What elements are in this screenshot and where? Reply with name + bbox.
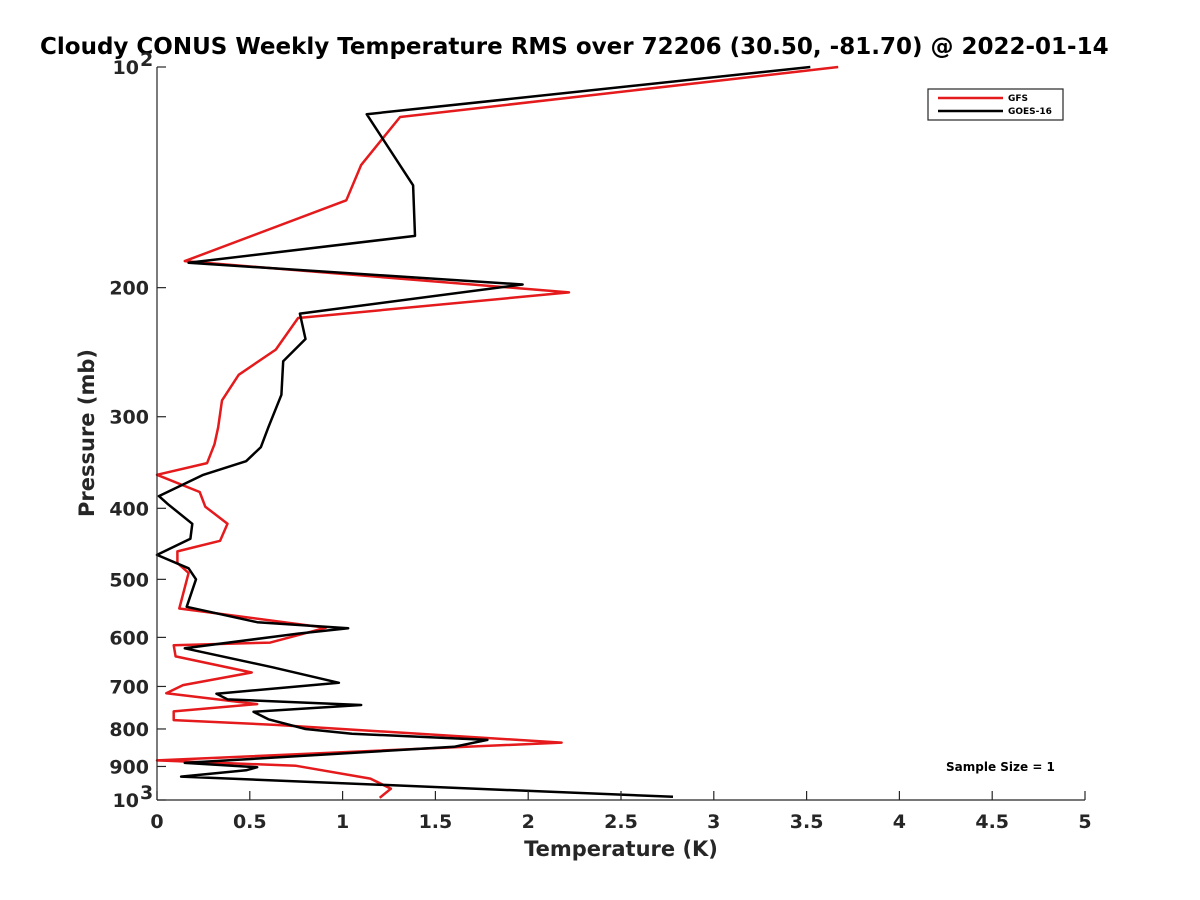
x-tick-label: 3.5	[790, 811, 824, 833]
legend-label-goes16: GOES-16	[1008, 107, 1052, 117]
y-tick-label: 300	[109, 407, 149, 429]
x-tick-label: 4	[893, 811, 906, 833]
x-tick-label: 2.5	[604, 811, 638, 833]
x-tick-label: 3	[707, 811, 720, 833]
y-tick-label: 600	[109, 627, 149, 649]
x-axis-label: Temperature (K)	[524, 837, 718, 861]
legend-label-gfs: GFS	[1008, 94, 1028, 104]
x-tick-label: 1.5	[419, 811, 453, 833]
x-tick-label: 0	[150, 811, 163, 833]
y-tick-label: 10	[113, 57, 139, 79]
y-tick-label: 200	[109, 278, 149, 300]
y-tick-exponent: 2	[140, 49, 153, 71]
sample-size-annotation: Sample Size = 1	[946, 760, 1055, 774]
y-tick-label: 900	[109, 756, 149, 778]
x-ticks: 0 0.5 1 1.5 2 2.5 3 3.5 4 4.5 5	[150, 791, 1092, 833]
y-tick-label: 400	[109, 498, 149, 520]
series-line-goes16	[155, 65, 811, 799]
x-tick-label: 0.5	[233, 811, 267, 833]
series-layer	[155, 65, 839, 799]
x-tick-label: 5	[1078, 811, 1091, 833]
y-tick-label: 700	[109, 676, 149, 698]
plot-area	[157, 67, 1085, 800]
x-tick-label: 4.5	[975, 811, 1009, 833]
y-tick-exponent: 3	[140, 782, 153, 804]
legend: GFS GOES-16	[927, 88, 1064, 121]
y-axis-label: Pressure (mb)	[75, 349, 99, 517]
y-tick-label: 800	[109, 719, 149, 741]
legend-box	[927, 88, 1064, 121]
x-tick-label: 1	[336, 811, 349, 833]
y-tick-label: 10	[113, 790, 139, 812]
chart-title: Cloudy CONUS Weekly Temperature RMS over…	[40, 34, 1109, 60]
x-tick-label: 2	[522, 811, 535, 833]
y-tick-label: 500	[109, 569, 149, 591]
